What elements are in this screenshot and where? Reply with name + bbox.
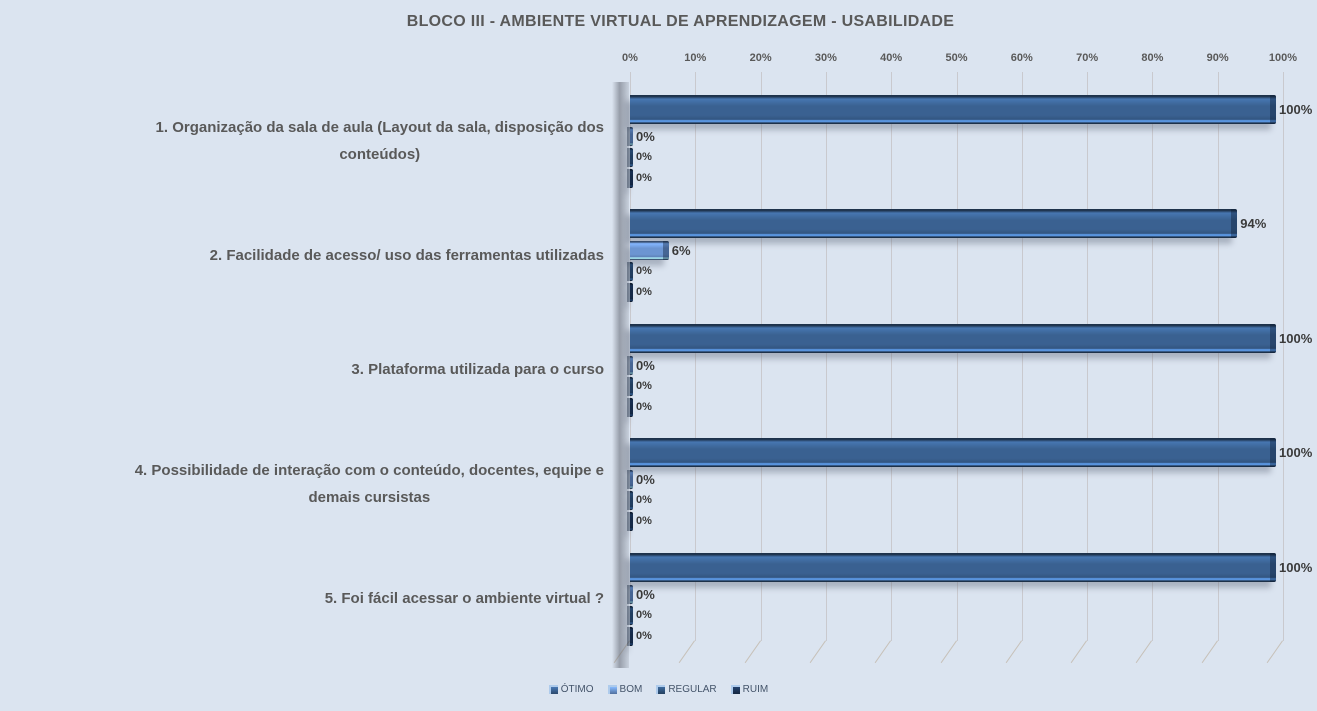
gridline [1283,72,1284,641]
legend-cube-icon [548,685,558,694]
data-label: 0% [636,629,652,642]
data-label: 100% [1279,445,1313,461]
gridline [1152,72,1154,641]
bar-regular[interactable] [627,262,633,282]
bar-bom[interactable] [627,355,633,375]
floor-line [1136,640,1153,664]
category-label: 2. Facilidade de acesso/ uso das ferrame… [209,246,604,264]
gridline [956,72,958,641]
bar-otimo[interactable] [630,209,1238,239]
legend-cube-icon [730,685,740,694]
data-label: 0% [636,472,655,488]
x-axis-tick: 80% [1141,52,1164,64]
data-label: 0% [636,151,652,163]
x-axis-tick: 10% [684,52,707,64]
data-label: 0% [636,357,655,373]
x-axis-tick: 90% [1206,52,1229,64]
x-axis-tick: 100% [1268,52,1298,64]
data-label: 0% [636,286,652,299]
bar-bom[interactable] [627,470,633,490]
legend-label: BOM [619,684,643,695]
data-label: 100% [1279,330,1313,346]
x-axis-tick: 30% [814,52,837,64]
bar-bom[interactable] [627,584,633,604]
x-axis-tick: 20% [749,52,772,64]
floor-line [1201,640,1218,664]
floor-line [678,640,696,664]
category-label: 3. Plataforma utilizada para o curso [351,361,604,379]
bar-regular[interactable] [627,376,633,396]
data-label: 100% [1279,102,1313,117]
floor-line [1070,640,1088,664]
bar-regular[interactable] [627,491,633,511]
bar-ruim[interactable] [627,512,633,532]
gridline [760,72,762,641]
legend: ÓTIMO BOM REGULAR RUIM [0,684,1317,695]
legend-label: ÓTIMO [560,684,594,695]
data-label: 0% [636,608,652,621]
bar-ruim[interactable] [627,169,633,188]
category-label: 5. Foi fácil acessar o ambiente virtual … [324,590,604,608]
category-label: 4. Possibilidade de interação com o cont… [134,462,604,507]
legend-cube-icon [607,685,617,694]
data-label: 6% [671,243,691,259]
floor-line [1266,640,1283,664]
floor-line [940,640,957,664]
gridline [1087,72,1089,641]
category-label: 1. Organização da sala de aula (Layout d… [155,119,604,163]
gridline [891,72,893,641]
floor-line [1005,640,1022,664]
bar-bom[interactable] [630,241,669,261]
x-axis-tick: 60% [1010,52,1033,64]
legend-item[interactable]: REGULAR [656,684,717,695]
gridline [1217,72,1219,641]
data-label: 0% [636,265,652,278]
bar-otimo[interactable] [630,438,1276,468]
legend-cube-icon [656,685,666,694]
legend-item[interactable]: ÓTIMO [548,684,594,695]
legend-label: RUIM [742,684,769,695]
chart-title[interactable]: BLOCO III - AMBIENTE VIRTUAL DE APRENDIZ… [406,13,955,30]
floor-line [744,640,761,664]
legend-item[interactable]: BOM [607,684,643,695]
x-axis-tick: 70% [1076,52,1099,64]
data-label: 94% [1240,216,1267,232]
data-label: 0% [636,515,652,528]
data-label: 0% [636,494,652,507]
gridline [825,72,827,641]
bar-regular[interactable] [627,605,633,625]
data-label: 0% [636,586,655,602]
data-label: 0% [636,400,652,413]
x-axis-tick: 0% [622,52,638,64]
gridline [695,72,697,641]
data-label: 0% [636,379,652,392]
data-label: 0% [636,129,655,144]
bar-bom[interactable] [627,127,633,146]
floor-line [809,640,826,664]
data-label: 100% [1279,559,1313,575]
x-axis-tick: 40% [880,52,903,64]
bar-regular[interactable] [627,148,633,167]
wall-shadow [612,82,629,668]
x-axis-tick: 50% [945,52,968,64]
legend-label: REGULAR [668,684,717,695]
bar-otimo[interactable] [630,323,1276,353]
bar-ruim[interactable] [627,397,633,417]
floor-line [874,640,892,664]
bar-otimo[interactable] [630,95,1276,124]
bar-otimo[interactable] [630,552,1276,582]
gridline [1021,72,1023,641]
legend-item[interactable]: RUIM [730,684,769,695]
bar-ruim[interactable] [627,626,633,646]
bar-ruim[interactable] [627,283,633,303]
data-label: 0% [636,172,652,184]
